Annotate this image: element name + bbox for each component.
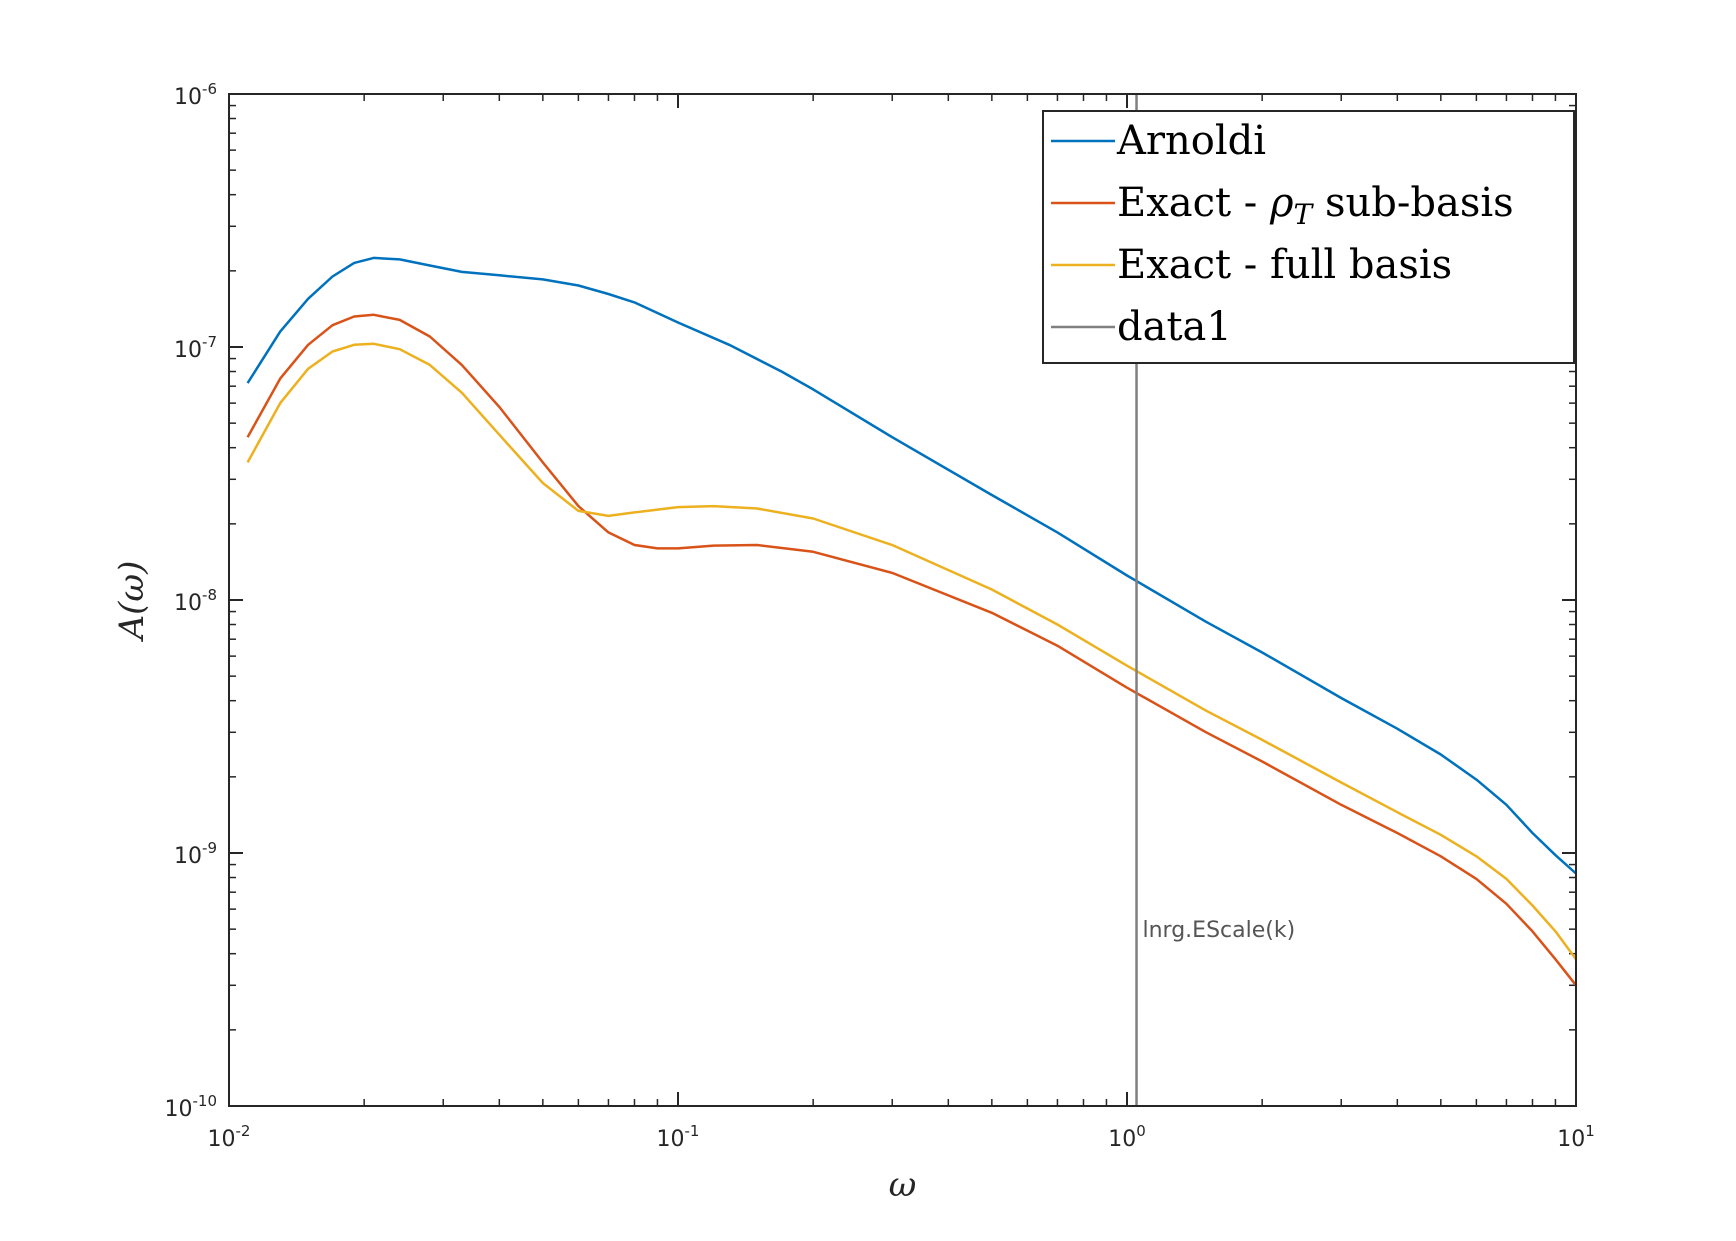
major-ticks	[228, 93, 1577, 1107]
y-tick-label: 10-6	[174, 80, 217, 110]
x-axis-label: ω	[889, 1165, 917, 1205]
y-tick-label: 10-8	[174, 586, 217, 616]
tick-labels: 10-2 10-1 100 101 10-10 10-9 10-8 10-7 10-6	[165, 80, 1595, 1152]
legend: Arnoldi Exact - ρT sub-basis Exact - full …	[1042, 110, 1575, 364]
annotation-label: lnrg.EScale(k)	[1143, 918, 1296, 943]
x-tick-label: 10-2	[208, 1122, 251, 1152]
minor-ticks	[229, 94, 1576, 1106]
legend-entry: Exact - ρT sub-basis	[1117, 180, 1514, 231]
y-axis-label: A(ω)	[112, 561, 152, 643]
legend-entry: Arnoldi	[1116, 118, 1266, 164]
y-tick-label: 10-9	[174, 839, 217, 869]
series-line-exact-t-sub-basis	[246, 313, 1577, 987]
annotation-layer: lnrg.EScale(k)	[1143, 918, 1296, 943]
x-tick-label: 10-1	[657, 1122, 700, 1152]
x-tick-label: 101	[1557, 1122, 1595, 1152]
y-tick-label: 10-7	[174, 333, 217, 363]
y-tick-label: 10-10	[165, 1092, 218, 1122]
series-line-arnoldi	[246, 256, 1577, 875]
legend-entry: Exact - full basis	[1117, 242, 1452, 288]
series-line-exact-full-basis	[246, 342, 1578, 961]
legend-entry: data1	[1117, 304, 1232, 350]
x-tick-label: 100	[1108, 1122, 1146, 1152]
legend-box	[1042, 110, 1575, 364]
